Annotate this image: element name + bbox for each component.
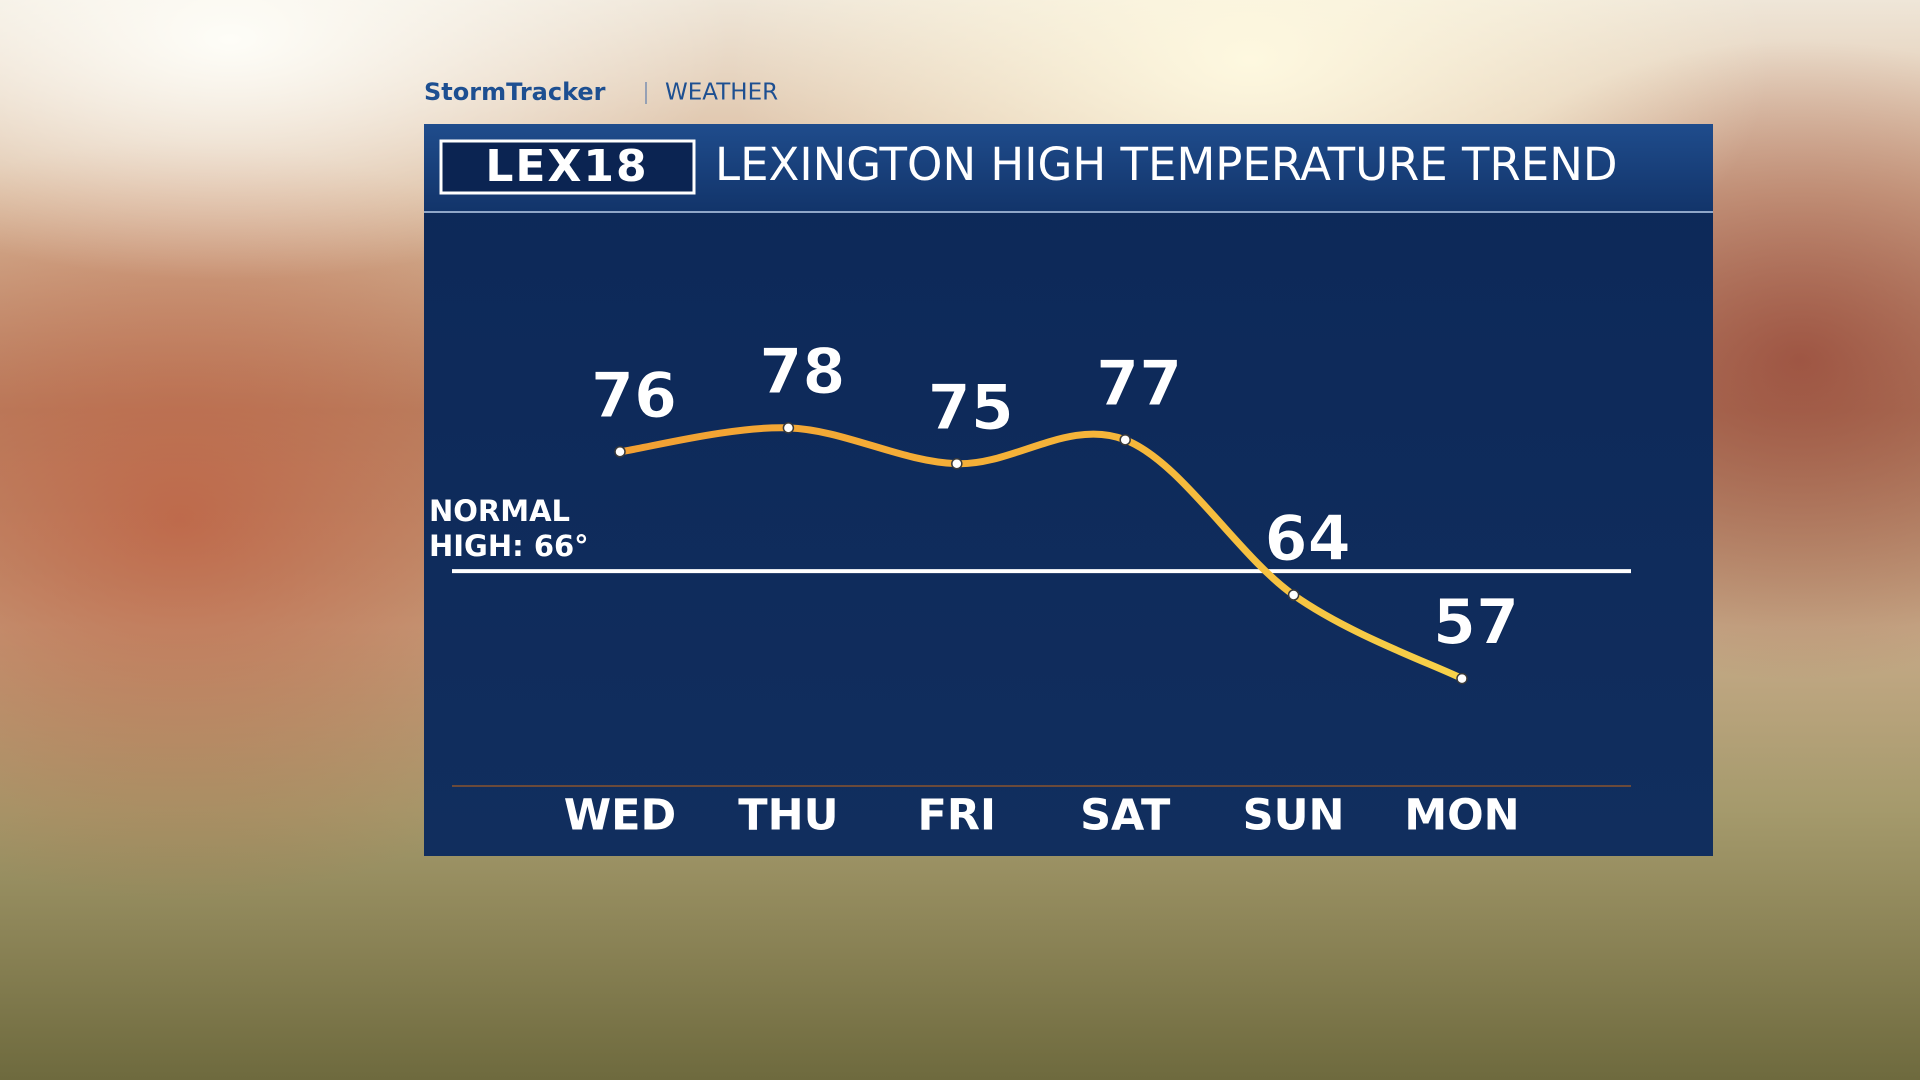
value-label: 64: [1264, 502, 1350, 575]
value-label: 75: [928, 371, 1014, 444]
temperature-line: [616, 424, 1466, 683]
logo: LEX18: [485, 141, 648, 192]
logo-box: [439, 139, 696, 195]
x-tick-label: SAT: [1080, 791, 1171, 841]
x-tick-label: SUN: [1243, 791, 1345, 841]
value-label: 57: [1433, 586, 1519, 659]
x-tick-label: FRI: [918, 791, 996, 841]
point: [1456, 672, 1468, 685]
section: WEATHER: [665, 80, 778, 106]
normal-label: NORMAL: [429, 494, 570, 528]
value-label: 76: [591, 359, 677, 432]
x-tick-label: MON: [1404, 791, 1519, 841]
x-tick-label: THU: [738, 791, 838, 841]
value-label: 77: [1096, 347, 1182, 420]
brand: StormTracker: [424, 78, 606, 106]
value-label: 78: [759, 335, 845, 408]
point: [951, 457, 963, 470]
point: [1287, 589, 1300, 601]
normal-label: HIGH: 66°: [429, 529, 589, 563]
chart-title: LEXINGTON HIGH TEMPERATURE TREND: [715, 138, 1618, 191]
panel: [424, 124, 1713, 856]
point: [614, 446, 626, 458]
point: [782, 422, 795, 434]
x-tick-label: WED: [564, 791, 677, 841]
point: [1119, 434, 1131, 446]
